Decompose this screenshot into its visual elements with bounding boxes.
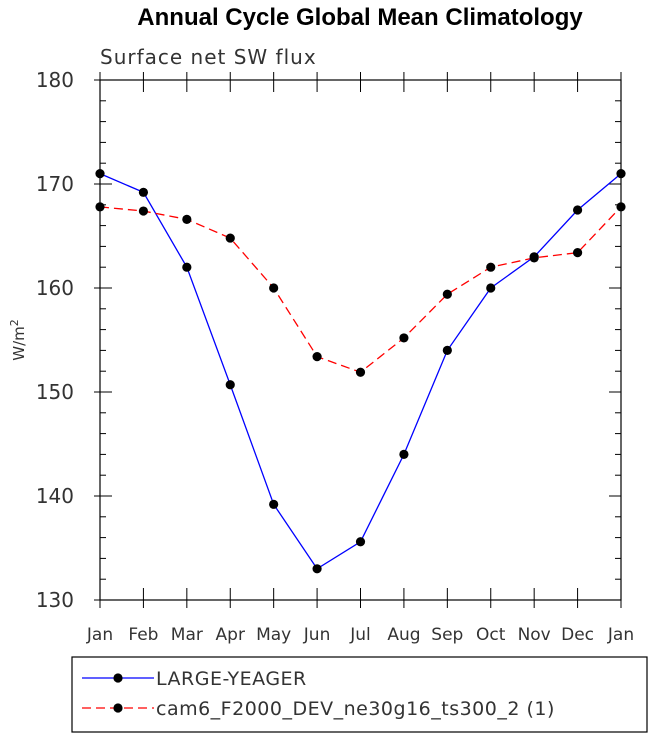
axis-ticks [94, 72, 622, 608]
legend-label: cam6_F2000_DEV_ne30g16_ts300_2 (1) [156, 698, 555, 720]
x-tick-label: Sep [431, 625, 463, 645]
series-point [399, 449, 409, 459]
y-tick-label: 150 [36, 380, 74, 404]
series-line [99, 206, 622, 373]
chart-subtitle: Surface net SW flux [100, 45, 317, 69]
series-point [572, 248, 583, 258]
series-point [355, 367, 366, 377]
x-tick-label: Jun [303, 625, 331, 645]
series-point [442, 289, 452, 299]
y-tick-label: 140 [36, 484, 74, 508]
x-tick-label: Oct [476, 625, 506, 645]
x-tick-label: Apr [216, 625, 245, 645]
x-tick-label: Nov [518, 625, 551, 645]
y-tick-label: 160 [36, 276, 74, 300]
legend-marker [113, 703, 123, 713]
svg-text:W/m2: W/m2 [8, 319, 28, 361]
y-axis-label-superscript: 2 [8, 319, 21, 326]
series-point [572, 205, 583, 215]
x-tick-label: Jan [607, 625, 634, 645]
series-point [95, 169, 105, 179]
series-point [616, 169, 626, 179]
y-tick-label: 180 [36, 68, 74, 92]
x-tick-labels: Jan Feb Mar Apr May Jun Jul Aug Sep Oct Nov Dec Jan [86, 625, 634, 645]
x-tick-label: Jan [86, 625, 113, 645]
series-layer [95, 169, 626, 574]
legend [71, 656, 648, 733]
series-point [486, 283, 496, 293]
x-tick-label: Mar [171, 625, 203, 645]
y-axis-label: W/m2 [8, 319, 28, 361]
x-tick-label: Aug [387, 625, 420, 645]
series-point [529, 253, 539, 263]
series-point [269, 283, 279, 293]
series-point [312, 564, 322, 574]
series-point [95, 202, 105, 212]
series-point [182, 214, 192, 224]
series-point [616, 202, 626, 212]
chart-title: Annual Cycle Global Mean Climatology [137, 4, 583, 31]
legend-marker [113, 673, 123, 683]
x-tick-label: May [256, 625, 291, 645]
x-tick-label: Feb [128, 625, 158, 645]
series-point [442, 345, 452, 355]
series-point [486, 262, 496, 272]
legend-label: LARGE-YEAGER [156, 668, 307, 690]
x-tick-label: Jul [349, 625, 371, 645]
series-point [355, 537, 366, 547]
x-tick-label: Dec [561, 625, 594, 645]
series-point [182, 262, 192, 272]
series-point [138, 206, 149, 216]
series-point [312, 352, 322, 362]
y-tick-label: 130 [36, 588, 74, 612]
series-point [269, 499, 279, 509]
series-point [138, 187, 149, 197]
y-tick-labels: 130 140 150 160 170 180 [36, 68, 74, 612]
series-point [225, 233, 235, 243]
plot-frame [99, 79, 622, 601]
legend-entries: LARGE-YEAGER cam6_F2000_DEV_ne30g16_ts300… [82, 668, 555, 720]
y-tick-label: 170 [36, 172, 74, 196]
y-axis-label-text: W/m [10, 326, 28, 361]
series-point [399, 333, 409, 343]
series-point [225, 380, 235, 390]
